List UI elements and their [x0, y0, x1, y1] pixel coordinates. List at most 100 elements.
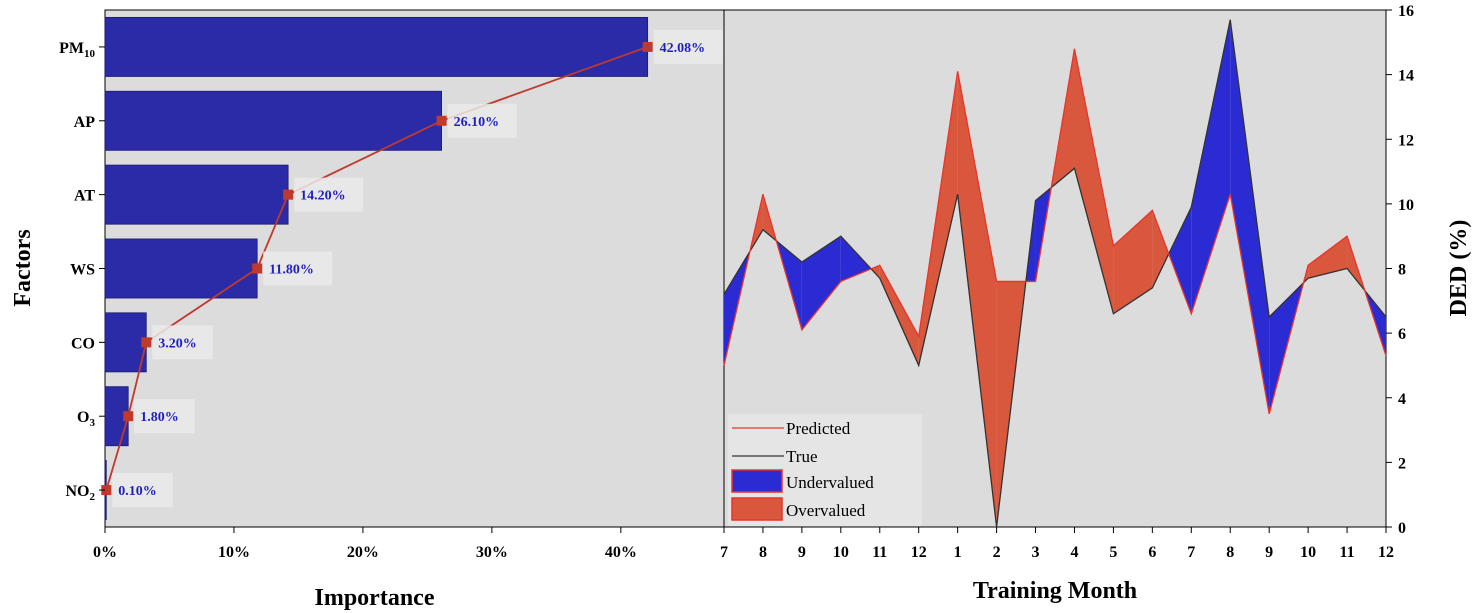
data-label-bg: [134, 399, 195, 434]
y-axis-title: DED (%): [1446, 220, 1472, 317]
x-tick-label: 8: [1226, 544, 1234, 561]
y-tick-label: 16: [1398, 3, 1414, 20]
undervalued-area: [1230, 19, 1270, 414]
x-tick-label: 7: [1187, 544, 1195, 561]
point-marker: [642, 41, 653, 52]
data-label: 26.10%: [454, 115, 500, 130]
y-tick-label: AT: [74, 188, 95, 205]
bar: [104, 312, 147, 373]
data-label: 3.20%: [158, 336, 197, 351]
y-tick-label: 2: [1398, 455, 1406, 472]
y-tick-label: PM10: [59, 40, 95, 60]
x-tick-label: 7: [720, 544, 728, 561]
x-tick-label: 9: [1265, 544, 1273, 561]
data-label: 42.08%: [660, 41, 706, 56]
data-label: 1.80%: [140, 410, 179, 425]
y-axis-title: Factors: [10, 229, 36, 306]
legend-label: Overvalued: [786, 501, 866, 520]
x-tick-label: 1: [954, 544, 962, 561]
legend-undervalued-swatch: [731, 469, 783, 493]
point-marker: [283, 189, 294, 200]
point-marker: [123, 411, 134, 422]
bar: [104, 238, 258, 299]
x-tick-label: 20%: [347, 544, 379, 561]
overvalued-area: [918, 71, 958, 366]
y-tick-label-subscript: 3: [90, 417, 96, 429]
x-tick-label: 8: [759, 544, 767, 561]
x-tick-label: 10: [833, 544, 849, 561]
data-label-bg: [152, 325, 213, 360]
y-tick-label: O3: [77, 409, 95, 429]
x-tick-label: 12: [1378, 544, 1394, 561]
y-tick-label: 12: [1398, 132, 1414, 149]
predicted-line: [723, 48, 1387, 415]
point-marker: [436, 115, 447, 126]
overvalued-area: [1308, 236, 1348, 279]
legend-label: True: [786, 447, 818, 466]
x-tick-label: 3: [1032, 544, 1040, 561]
bar: [104, 164, 289, 225]
x-tick-label: 10: [1300, 544, 1316, 561]
importance-chart: 42.08% 26.10% 14.20% 11.80% 3.20% 1.80% 0.10% P…: [10, 9, 725, 611]
x-tick-label: 6: [1148, 544, 1156, 561]
x-tick-label: 30%: [476, 544, 508, 561]
undervalued-area: [801, 236, 841, 330]
true-line: [723, 19, 1387, 528]
y-tick-label: 14: [1398, 68, 1414, 85]
y-tick-label: NO2: [66, 483, 96, 503]
legend-overvalued-swatch: [731, 497, 783, 521]
y-tick-label-text: WS: [70, 262, 95, 279]
data-label: 0.10%: [118, 484, 157, 499]
overvalued-area: [1113, 210, 1153, 314]
data-label: 14.20%: [300, 189, 346, 204]
data-label-bg: [447, 103, 517, 138]
x-tick-label: 11: [1339, 544, 1354, 561]
point-marker: [252, 263, 263, 274]
data-label-bg: [294, 177, 364, 212]
point-marker: [141, 337, 152, 348]
ded-chart: 7 8 9 10 11 12 1 2 3 4 5 6 7 8 9 10 11 120246810121416Tra…: [720, 3, 1472, 604]
point-marker: [101, 485, 112, 496]
undervalued-area: [840, 236, 872, 282]
undervalued-area: [1168, 207, 1192, 314]
x-tick-label: 5: [1109, 544, 1117, 561]
x-tick-label: 10%: [218, 544, 250, 561]
overvalued-area: [879, 265, 919, 366]
data-label-bg: [653, 29, 723, 64]
legend-label: Predicted: [786, 419, 851, 438]
y-tick-label-text: AT: [74, 188, 95, 205]
y-tick-label: WS: [70, 262, 95, 279]
y-tick-label-text: NO: [66, 483, 90, 500]
x-tick-label: 4: [1070, 544, 1078, 561]
y-tick-label: CO: [71, 335, 95, 352]
x-tick-label: 11: [872, 544, 887, 561]
y-tick-label-subscript: 10: [84, 48, 96, 60]
overvalued-area: [1152, 210, 1169, 288]
data-label-bg: [112, 473, 173, 508]
undervalued-area: [1191, 19, 1231, 314]
x-tick-label: 9: [798, 544, 806, 561]
y-tick-label: 0: [1398, 520, 1406, 537]
x-tick-label: 0%: [93, 544, 117, 561]
x-tick-label: 40%: [605, 544, 637, 561]
x-axis-title: Training Month: [973, 578, 1137, 604]
legend-label: Undervalued: [786, 473, 874, 492]
bar: [104, 90, 442, 151]
overvalued-area: [957, 71, 997, 528]
y-tick-label: 8: [1398, 262, 1406, 279]
y-tick-label-text: PM: [59, 40, 84, 57]
x-tick-label: 2: [993, 544, 1001, 561]
data-label-bg: [263, 251, 333, 286]
y-tick-label: AP: [74, 114, 96, 131]
bar: [104, 16, 649, 77]
y-tick-label-subscript: 2: [90, 491, 96, 503]
y-tick-label: 6: [1398, 326, 1406, 343]
x-tick-label: 12: [911, 544, 927, 561]
overvalued-area: [1074, 48, 1114, 314]
y-tick-label: 4: [1398, 391, 1406, 408]
data-label: 11.80%: [269, 263, 314, 278]
y-tick-label: 10: [1398, 197, 1414, 214]
x-axis-title: Importance: [315, 585, 435, 611]
y-tick-label-text: AP: [74, 114, 96, 131]
